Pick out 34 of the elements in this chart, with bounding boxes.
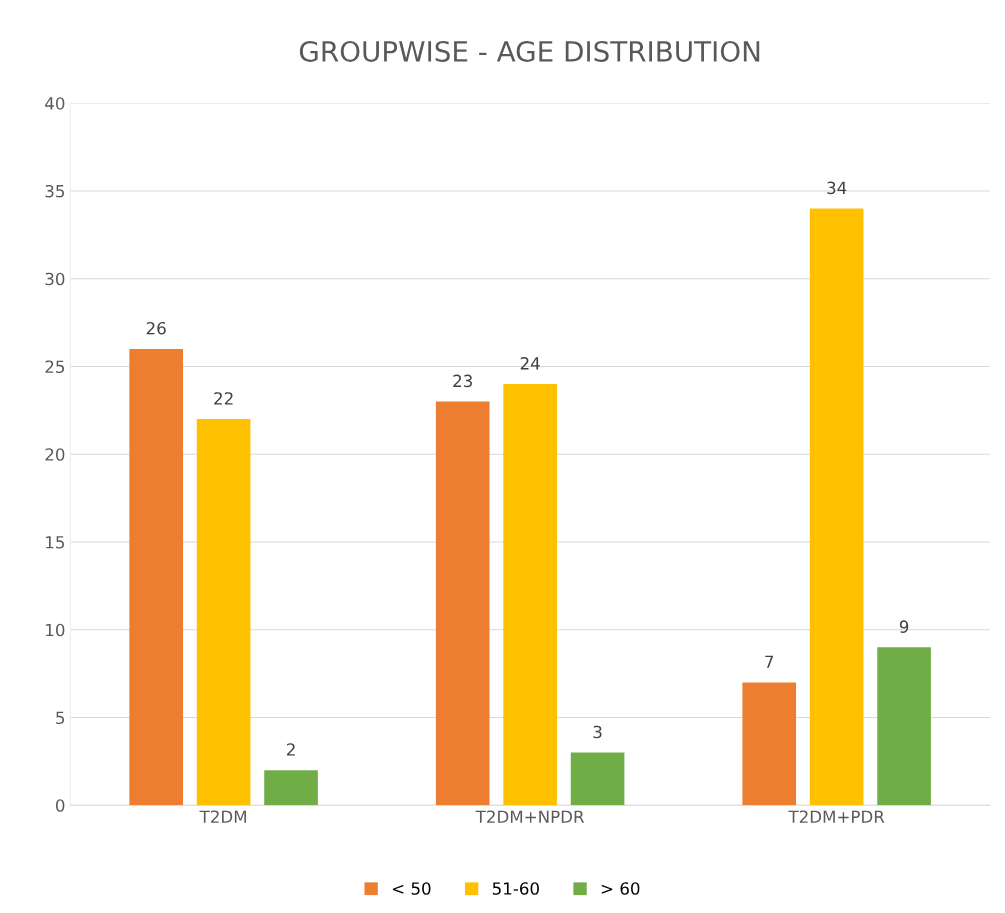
bar — [435, 401, 490, 806]
y-tick-label: 25 — [45, 360, 65, 374]
bar — [503, 384, 557, 806]
bar — [196, 419, 251, 806]
x-tick-label: T2DM+PDR — [788, 810, 885, 823]
data-label: 24 — [520, 357, 540, 370]
data-label: 26 — [146, 321, 166, 335]
x-tick-label: T2DM+NPDR — [475, 810, 585, 823]
data-label: 7 — [765, 655, 774, 668]
y-tick-label: 15 — [46, 536, 65, 549]
legend-label: < 50 — [392, 882, 431, 895]
bar — [570, 752, 625, 806]
bar — [809, 208, 864, 806]
legend-label: > 60 — [601, 882, 640, 895]
legend-label: 51-60 — [492, 882, 539, 895]
y-tick-label: 10 — [46, 623, 65, 637]
data-label: 22 — [214, 392, 233, 405]
y-tick-label: 5 — [56, 711, 65, 725]
y-tick-label: 20 — [45, 448, 65, 461]
chart-title: GROUPWISE - AGE DISTRIBUTION — [299, 40, 760, 62]
y-tick-label: 0 — [55, 799, 65, 812]
x-tick-label: T2DM — [199, 810, 246, 823]
data-label: 34 — [827, 181, 847, 195]
bar — [877, 647, 931, 806]
y-tick-label: 35 — [45, 184, 65, 198]
y-tick-label: 40 — [45, 97, 65, 110]
bar — [129, 348, 183, 806]
data-label: 3 — [593, 725, 602, 739]
bar — [742, 682, 797, 806]
data-label: 2 — [286, 743, 295, 756]
bar — [264, 770, 318, 806]
data-label: 9 — [899, 620, 909, 633]
data-label: 23 — [453, 374, 472, 388]
y-tick-label: 30 — [45, 272, 65, 286]
